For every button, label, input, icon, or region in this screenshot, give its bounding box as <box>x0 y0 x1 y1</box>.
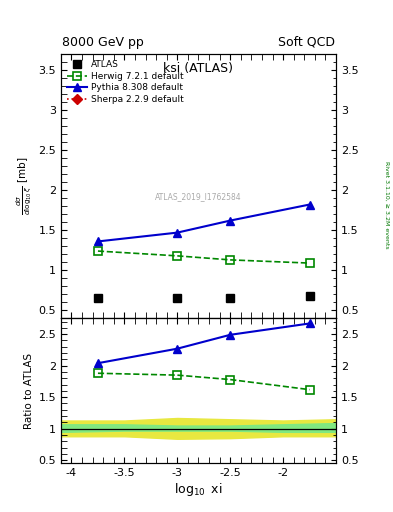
Y-axis label: $\frac{d\sigma}{d\log_{10}\xi}$ [mb]: $\frac{d\sigma}{d\log_{10}\xi}$ [mb] <box>15 157 34 215</box>
Text: ATLAS_2019_I1762584: ATLAS_2019_I1762584 <box>155 192 242 201</box>
Text: ksi (ATLAS): ksi (ATLAS) <box>163 62 233 75</box>
Text: Rivet 3.1.10, ≥ 3.2M events: Rivet 3.1.10, ≥ 3.2M events <box>385 161 389 249</box>
Y-axis label: Ratio to ATLAS: Ratio to ATLAS <box>24 353 34 429</box>
Text: 8000 GeV pp: 8000 GeV pp <box>62 36 144 49</box>
Text: Soft QCD: Soft QCD <box>278 36 335 49</box>
Legend: ATLAS, Herwig 7.2.1 default, Pythia 8.308 default, Sherpa 2.2.9 default: ATLAS, Herwig 7.2.1 default, Pythia 8.30… <box>65 58 185 106</box>
X-axis label: $\log_{10}$ xi: $\log_{10}$ xi <box>174 481 223 498</box>
